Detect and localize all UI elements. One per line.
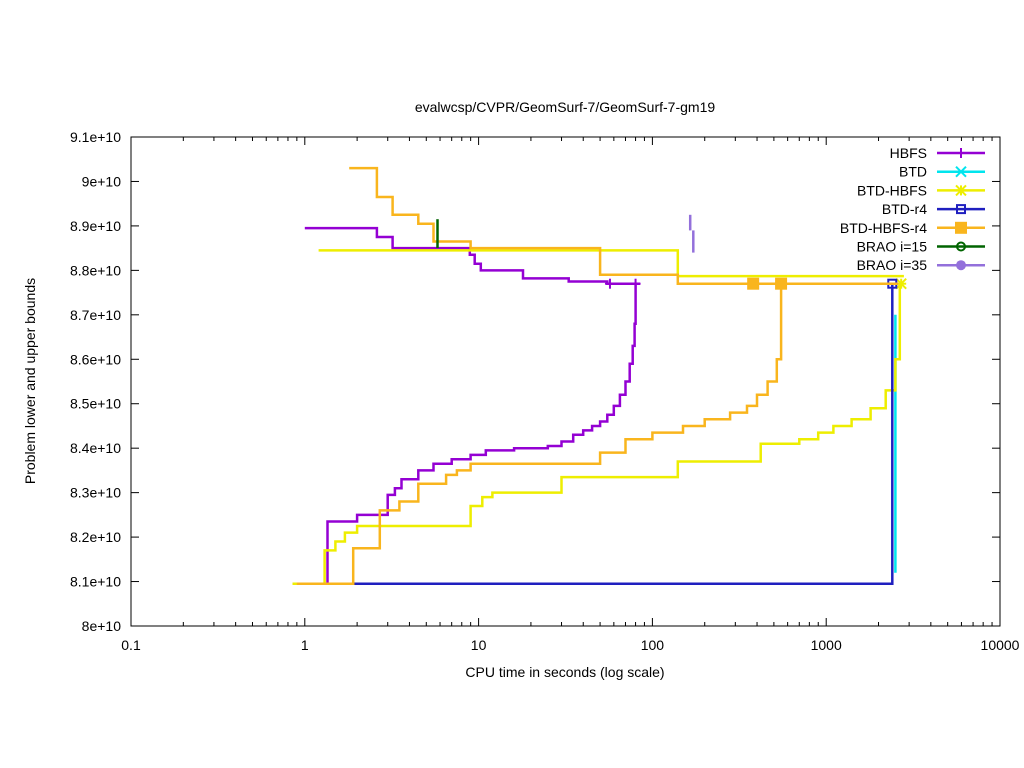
y-tick-label: 8.6e+10 (70, 351, 121, 367)
plot-frame (130, 136, 1001, 627)
series-btd-hbfs-r4 (296, 166, 899, 586)
series-btd-r4 (298, 278, 898, 586)
series-layer (292, 166, 907, 586)
y-tick-label: 8.8e+10 (70, 262, 121, 278)
y-tick-label: 9.1e+10 (70, 129, 121, 145)
legend-entry: HBFS (890, 145, 985, 161)
series-line (292, 283, 902, 586)
x-tick-label: 1000 (811, 637, 842, 653)
legend-label: BRAO i=15 (857, 239, 928, 255)
legend-entry: BTD-r4 (882, 201, 985, 217)
legend-label: BTD-HBFS-r4 (840, 220, 927, 236)
legend-label: BTD-r4 (882, 201, 927, 217)
y-axis-label: Problem lower and upper bounds (22, 278, 38, 484)
legend-label: BRAO i=35 (857, 257, 928, 273)
legend-entry: BTD-HBFS-r4 (840, 220, 985, 236)
y-tick-label: 8.7e+10 (70, 307, 121, 323)
series-line (304, 226, 641, 285)
series-brao-i-35 (688, 214, 695, 253)
y-tick-label: 8e+10 (82, 618, 122, 634)
y-tick-label: 8.5e+10 (70, 396, 121, 412)
series-btd-hbfs (292, 249, 907, 586)
legend-label: BTD (899, 164, 927, 180)
data-point (956, 204, 966, 215)
data-point (955, 184, 967, 197)
legend: HBFS BTD BTD-HBFS BTD-r4 BTD-HBFS-r4 BRAO i=1… (840, 145, 985, 273)
series-line (318, 249, 904, 278)
data-point (630, 278, 641, 289)
y-tick-label: 8.1e+10 (70, 574, 121, 590)
data-point (955, 165, 967, 178)
series-line (349, 166, 899, 285)
axis-layer: 0.1 1 10 100 1000 10000 8e+10 8.1e+10 8.2e+10 8.3… (70, 129, 1020, 653)
x-tick-label: 1 (301, 637, 309, 653)
series-line (298, 283, 894, 586)
y-tick-label: 8.9e+10 (70, 218, 121, 234)
y-tick-label: 8.2e+10 (70, 529, 121, 545)
data-point (955, 221, 967, 234)
chart-title: evalwcsp/CVPR/GeomSurf-7/GeomSurf-7-gm19 (415, 99, 716, 115)
x-tick-label: 10 (471, 637, 487, 653)
legend-label: HBFS (890, 145, 927, 161)
x-tick-label: 10000 (981, 637, 1020, 653)
x-axis-label: CPU time in seconds (log scale) (465, 664, 664, 680)
data-point (775, 277, 788, 290)
series-hbfs (304, 226, 641, 584)
legend-entry: BTD-HBFS (857, 182, 985, 198)
x-tick-label: 100 (641, 637, 665, 653)
y-tick-label: 8.4e+10 (70, 440, 121, 456)
data-point (956, 148, 966, 158)
legend-label: BTD-HBFS (857, 182, 927, 198)
y-tick-label: 9e+10 (82, 173, 122, 189)
series-line (326, 283, 637, 584)
data-point (956, 241, 966, 252)
data-point (956, 260, 966, 271)
legend-entry: BRAO i=35 (857, 257, 985, 273)
x-tick-label: 0.1 (121, 637, 141, 653)
legend-entry: BTD (899, 164, 985, 180)
legend-entry: BRAO i=15 (857, 239, 985, 255)
data-point (747, 277, 760, 290)
series-line (296, 283, 783, 586)
data-point (604, 278, 615, 289)
y-tick-label: 8.3e+10 (70, 485, 121, 501)
